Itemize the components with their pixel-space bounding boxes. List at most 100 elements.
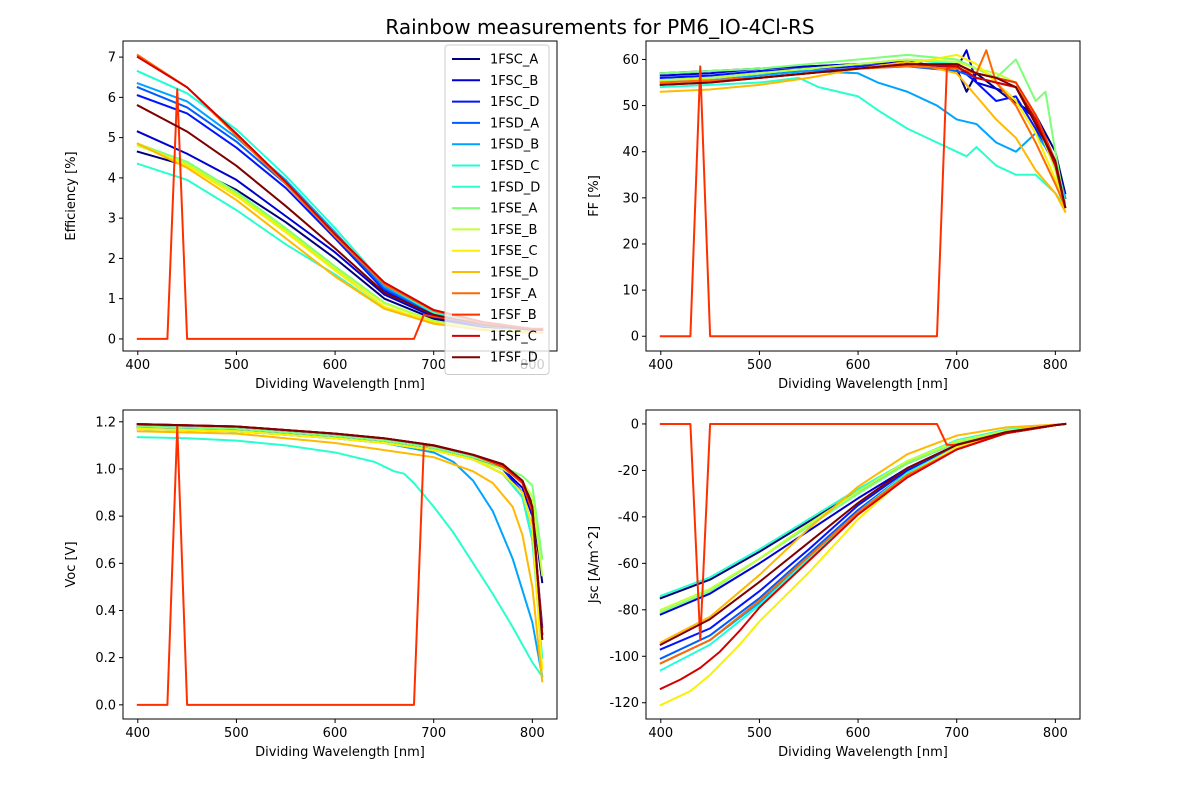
legend: 1FSC_A 1FSC_B 1FSC_D 1FSD_A 1FSD_B 1FSD_C 1FSD… <box>444 44 550 375</box>
legend-label: 1FSD_A <box>490 116 539 131</box>
y-axis-label-voc: Voc [V] <box>64 541 79 587</box>
x-tick-label: 800 <box>1043 726 1068 741</box>
legend-label: 1FSD_C <box>490 159 539 174</box>
series-line-1fse-a <box>659 53 1067 209</box>
legend-label: 1FSC_A <box>490 53 538 68</box>
y-tick-label: 1.2 <box>95 415 116 430</box>
x-tick-label: 500 <box>747 726 772 741</box>
y-tick-label: 5 <box>108 131 116 146</box>
y-tick-label: 0.6 <box>95 557 116 572</box>
x-tick-label: 600 <box>846 726 871 741</box>
y-tick-label: 0 <box>631 330 639 345</box>
x-tick-label: 700 <box>944 726 969 741</box>
legend-label: 1FSD_B <box>490 138 539 153</box>
y-tick-label: 2 <box>108 252 116 267</box>
x-tick-label: 700 <box>421 358 446 373</box>
series-line-1fse-a <box>136 425 544 560</box>
y-tick-label: 1.0 <box>95 462 116 477</box>
series-line-1fsf-d <box>659 422 1067 646</box>
y-tick-label: 0.2 <box>95 651 116 666</box>
axes-frame-efficiency <box>122 40 558 352</box>
y-tick-label: 1 <box>108 292 116 307</box>
series-line-1fse-d <box>136 430 544 683</box>
y-axis-label-efficiency: Efficiency [%] <box>64 151 79 240</box>
legend-label: 1FSE_B <box>490 223 537 238</box>
x-tick-label: 700 <box>421 726 446 741</box>
legend-label: 1FSE_A <box>490 202 537 217</box>
y-tick-label: 20 <box>622 237 639 252</box>
axes-frame-voc <box>122 409 558 720</box>
y-tick-label: -120 <box>609 696 639 711</box>
figure-title: Rainbow measurements for PM6_IO-4Cl-RS <box>385 15 814 39</box>
axes-layer: 40050060070080001234567Dividing Waveleng… <box>64 40 1081 760</box>
x-tick-label: 500 <box>224 358 249 373</box>
panel-ff: 400 500 600 700 800 0 10 20 30 40 50 60 Dividing Wav… <box>587 40 1081 392</box>
legend-label: 1FSC_B <box>490 74 538 89</box>
series-group-ff <box>659 49 1067 338</box>
legend-box <box>444 44 550 375</box>
series-line-1fsd-d <box>136 436 544 678</box>
series-line-1fsf-c <box>659 422 1067 691</box>
panel-jsc: 400 500 600 700 800 0 -20 -40 -60 -80 -100 -120 Divi… <box>587 409 1081 760</box>
x-tick-label: 800 <box>1043 358 1068 373</box>
panel-voc: 400 500 600 700 800 0.0 0.2 0.4 0.6 0.8 1.0 1.2 Divi… <box>64 409 558 760</box>
series-line-1fse-d <box>659 60 1067 214</box>
legend-label: 1FSD_D <box>490 180 540 195</box>
x-axis-label-efficiency: Dividing Wavelength [nm] <box>255 377 425 392</box>
legend-label: 1FSF_B <box>490 308 537 323</box>
series-group-voc <box>136 423 544 706</box>
y-tick-label: -80 <box>618 603 639 618</box>
x-tick-label: 400 <box>125 358 150 373</box>
y-tick-label: 0.8 <box>95 510 116 525</box>
x-tick-label: 700 <box>944 358 969 373</box>
y-tick-label: -60 <box>618 557 639 572</box>
y-tick-label: 0.4 <box>95 604 116 619</box>
x-tick-label: 400 <box>648 358 673 373</box>
legend-label: 1FSF_D <box>490 351 538 366</box>
y-tick-label: 40 <box>622 145 639 160</box>
y-tick-label: 4 <box>108 171 116 186</box>
series-line-1fsd-b <box>659 69 1067 200</box>
x-tick-label: 600 <box>323 358 348 373</box>
series-line-1fse-d <box>659 422 1067 644</box>
x-tick-label: 800 <box>520 726 545 741</box>
y-tick-label: 30 <box>622 191 639 206</box>
axes-frame-jsc <box>645 409 1081 720</box>
x-tick-label: 600 <box>323 726 348 741</box>
y-tick-label: 60 <box>622 53 639 68</box>
panel-efficiency: 40050060070080001234567Dividing Waveleng… <box>64 40 558 392</box>
legend-label: 1FSF_C <box>490 329 537 344</box>
legend-label: 1FSE_C <box>490 244 538 259</box>
y-tick-label: 10 <box>622 284 639 299</box>
series-group-jsc <box>659 422 1067 707</box>
y-tick-label: -100 <box>609 650 639 665</box>
series-line-1fse-c <box>136 427 544 671</box>
legend-label: 1FSC_D <box>490 95 539 110</box>
y-tick-label: 50 <box>622 99 639 114</box>
y-tick-label: 0 <box>108 332 116 347</box>
x-tick-label: 400 <box>648 726 673 741</box>
x-axis-label-ff: Dividing Wavelength [nm] <box>778 377 948 392</box>
y-tick-label: 3 <box>108 212 116 227</box>
y-tick-label: 7 <box>108 51 116 66</box>
legend-label: 1FSE_D <box>490 266 539 281</box>
x-tick-label: 500 <box>224 726 249 741</box>
series-line-1fsd-d <box>659 76 1067 209</box>
series-line-1fsf-d <box>136 423 544 640</box>
y-tick-label: 6 <box>108 91 116 106</box>
x-tick-label: 400 <box>125 726 150 741</box>
y-axis-label-jsc: Jsc [A/m^2] <box>587 526 602 604</box>
y-tick-label: -20 <box>618 464 639 479</box>
x-tick-label: 500 <box>747 358 772 373</box>
x-axis-label-voc: Dividing Wavelength [nm] <box>255 745 425 760</box>
y-tick-label: 0.0 <box>95 698 116 713</box>
legend-label: 1FSF_A <box>490 287 537 302</box>
series-line-1fsf-d <box>659 63 1067 209</box>
y-tick-label: -40 <box>618 510 639 525</box>
y-tick-label: 0 <box>631 417 639 432</box>
x-tick-label: 600 <box>846 358 871 373</box>
y-axis-label-ff: FF [%] <box>587 175 602 217</box>
axes-frame-ff <box>645 40 1081 352</box>
